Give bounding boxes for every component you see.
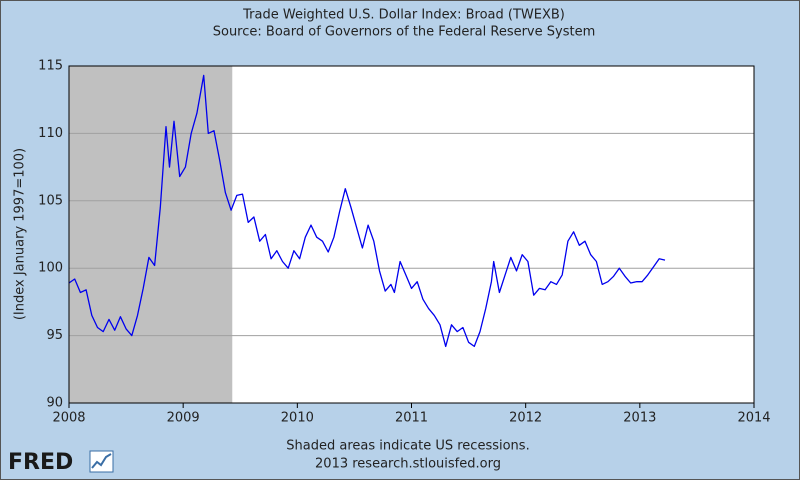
y-tick-label: 90 — [46, 396, 63, 411]
logo-text: FRED — [8, 450, 73, 475]
logo: FRED — [8, 450, 114, 475]
x-tick-label: 2014 — [737, 411, 770, 426]
chart-title: Trade Weighted U.S. Dollar Index: Broad … — [242, 8, 565, 23]
x-tick-label: 2011 — [395, 411, 428, 426]
y-tick-label: 115 — [38, 59, 63, 74]
plot-frame — [68, 65, 755, 404]
series-line — [68, 74, 666, 348]
logo-icon-line — [91, 453, 112, 469]
x-tick-label: 2009 — [167, 411, 200, 426]
x-tick-label: 2013 — [623, 411, 656, 426]
y-axis-label: (Index January 1997=100) — [13, 148, 28, 320]
x-tick-label: 2012 — [509, 411, 542, 426]
y-tick-label: 110 — [38, 126, 63, 141]
chart-subtitle: Source: Board of Governors of the Federa… — [213, 25, 596, 40]
x-tick-label: 2010 — [281, 411, 314, 426]
y-tick-label: 100 — [38, 261, 63, 276]
source: 2013 research.stlouisfed.org — [315, 457, 501, 472]
note: Shaded areas indicate US recessions. — [286, 439, 529, 454]
recession-shade — [69, 66, 233, 403]
x-tick-label: 2008 — [52, 411, 85, 426]
y-tick-label: 105 — [38, 193, 63, 208]
plot: 90 95 100 105 110 115 2008 2009 2010 2011 2012 2013… — [38, 59, 770, 426]
y-tick-label: 95 — [46, 328, 63, 343]
